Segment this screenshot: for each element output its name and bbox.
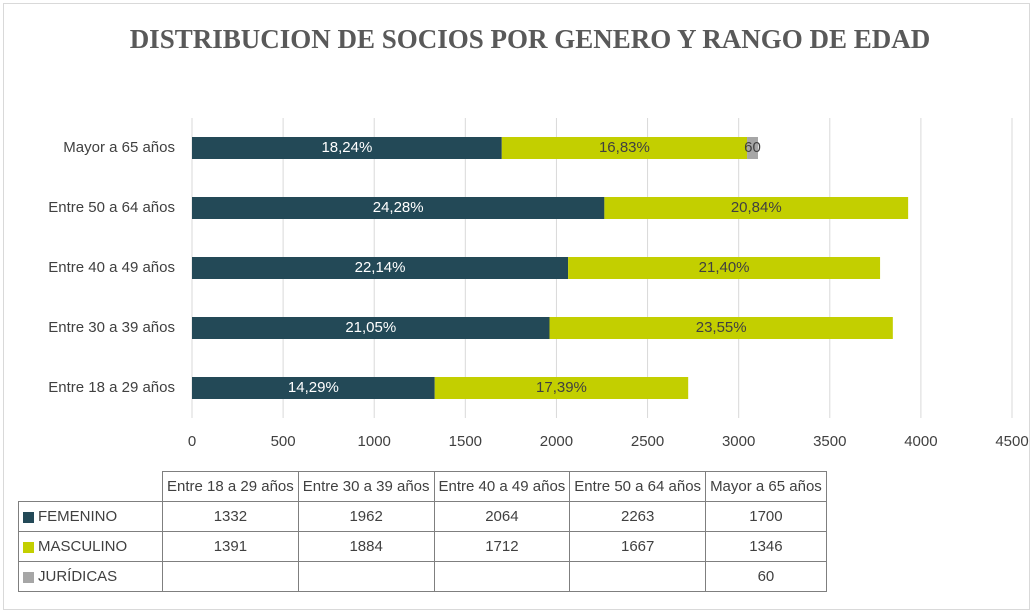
data-label: 20,84% <box>731 199 782 216</box>
data-label: 14,29% <box>288 379 339 396</box>
bar-segment <box>434 377 689 399</box>
data-label: 18,24% <box>321 139 372 156</box>
table-cell: 1346 <box>705 531 827 562</box>
legend-swatch <box>23 511 34 523</box>
x-tick-label: 1500 <box>449 433 482 450</box>
data-label: 17,39% <box>536 379 587 396</box>
legend-swatch <box>23 541 34 553</box>
table-header-cell: Entre 50 a 64 años <box>569 471 707 502</box>
x-tick-label: 4000 <box>904 433 937 450</box>
data-label: 21,05% <box>345 319 396 336</box>
table-row: FEMENINO 1332 1962 2064 2263 1700 <box>18 501 827 532</box>
bar-segment <box>549 317 893 339</box>
x-tick-label: 3500 <box>813 433 846 450</box>
legend-label: JURÍDICAS <box>38 568 118 585</box>
table-cell: 1884 <box>297 531 435 562</box>
table-cell: 2263 <box>569 501 707 532</box>
data-label: 23,55% <box>696 319 747 336</box>
table-header-cell: Entre 30 a 39 años <box>297 471 435 502</box>
x-tick-label: 0 <box>188 433 196 450</box>
chart-title: DISTRIBUCION DE SOCIOS POR GENERO Y RANG… <box>129 24 931 54</box>
x-tick-label: 500 <box>271 433 296 450</box>
x-tick-label: 3000 <box>722 433 755 450</box>
y-tick-label: Entre 40 a 49 años <box>48 259 175 276</box>
data-table: Entre 18 a 29 años Entre 30 a 39 años Entr… <box>18 471 827 592</box>
x-tick-label: 4500 <box>995 433 1028 450</box>
table-header-cell: Mayor a 65 años <box>705 471 827 502</box>
data-label: 16,83% <box>599 139 650 156</box>
bar-segment <box>192 317 550 339</box>
y-tick-label: Entre 30 a 39 años <box>48 319 175 336</box>
table-cell <box>162 561 299 592</box>
table-cell: 1712 <box>433 531 571 562</box>
y-tick-label: Entre 50 a 64 años <box>48 199 175 216</box>
table-cell: 1332 <box>162 501 299 532</box>
bar-segment <box>568 257 881 279</box>
bar-segment <box>192 197 605 219</box>
data-label: 21,40% <box>699 259 750 276</box>
table-cell: 60 <box>705 561 827 592</box>
legend-label: MASCULINO <box>38 538 128 555</box>
table-cell: 2064 <box>433 501 571 532</box>
bar-segment <box>192 257 569 279</box>
legend-cell: MASCULINO <box>18 531 163 562</box>
legend-cell: JURÍDICAS <box>18 561 163 592</box>
x-tick-label: 2000 <box>540 433 573 450</box>
plot: 0 500 1000 1500 2000 2500 3000 3500 4000 4500 Entr… <box>48 118 1029 450</box>
table-cell <box>433 561 571 592</box>
table-corner <box>18 471 163 502</box>
y-tick-label: Mayor a 65 años <box>63 139 175 156</box>
legend-label: FEMENINO <box>38 508 118 525</box>
table-cell: 1700 <box>705 501 827 532</box>
table-header-row: Entre 18 a 29 años Entre 30 a 39 años Entr… <box>18 471 827 502</box>
data-label: 24,28% <box>373 199 424 216</box>
table-header-cell: Entre 40 a 49 años <box>433 471 571 502</box>
table-row: MASCULINO 1391 1884 1712 1667 1346 <box>18 531 827 562</box>
table-cell: 1962 <box>297 501 435 532</box>
chart-border <box>3 3 1030 610</box>
table-cell: 1667 <box>569 531 707 562</box>
data-label: 22,14% <box>355 259 406 276</box>
bar-segment <box>604 197 909 219</box>
x-tick-label: 1000 <box>358 433 391 450</box>
table-cell <box>297 561 435 592</box>
legend-swatch <box>23 571 34 583</box>
table-cell: 1391 <box>162 531 299 562</box>
bar-segment <box>192 377 435 399</box>
table-row: JURÍDICAS 60 <box>18 561 827 592</box>
x-tick-label: 2500 <box>631 433 664 450</box>
legend-cell: FEMENINO <box>18 501 163 532</box>
table-cell <box>569 561 707 592</box>
table-header-cell: Entre 18 a 29 años <box>162 471 299 502</box>
y-tick-label: Entre 18 a 29 años <box>48 379 175 396</box>
bar-segment <box>192 137 502 159</box>
bar-segment <box>747 137 758 159</box>
data-label: 60 <box>744 139 761 156</box>
bar-segment <box>501 137 748 159</box>
